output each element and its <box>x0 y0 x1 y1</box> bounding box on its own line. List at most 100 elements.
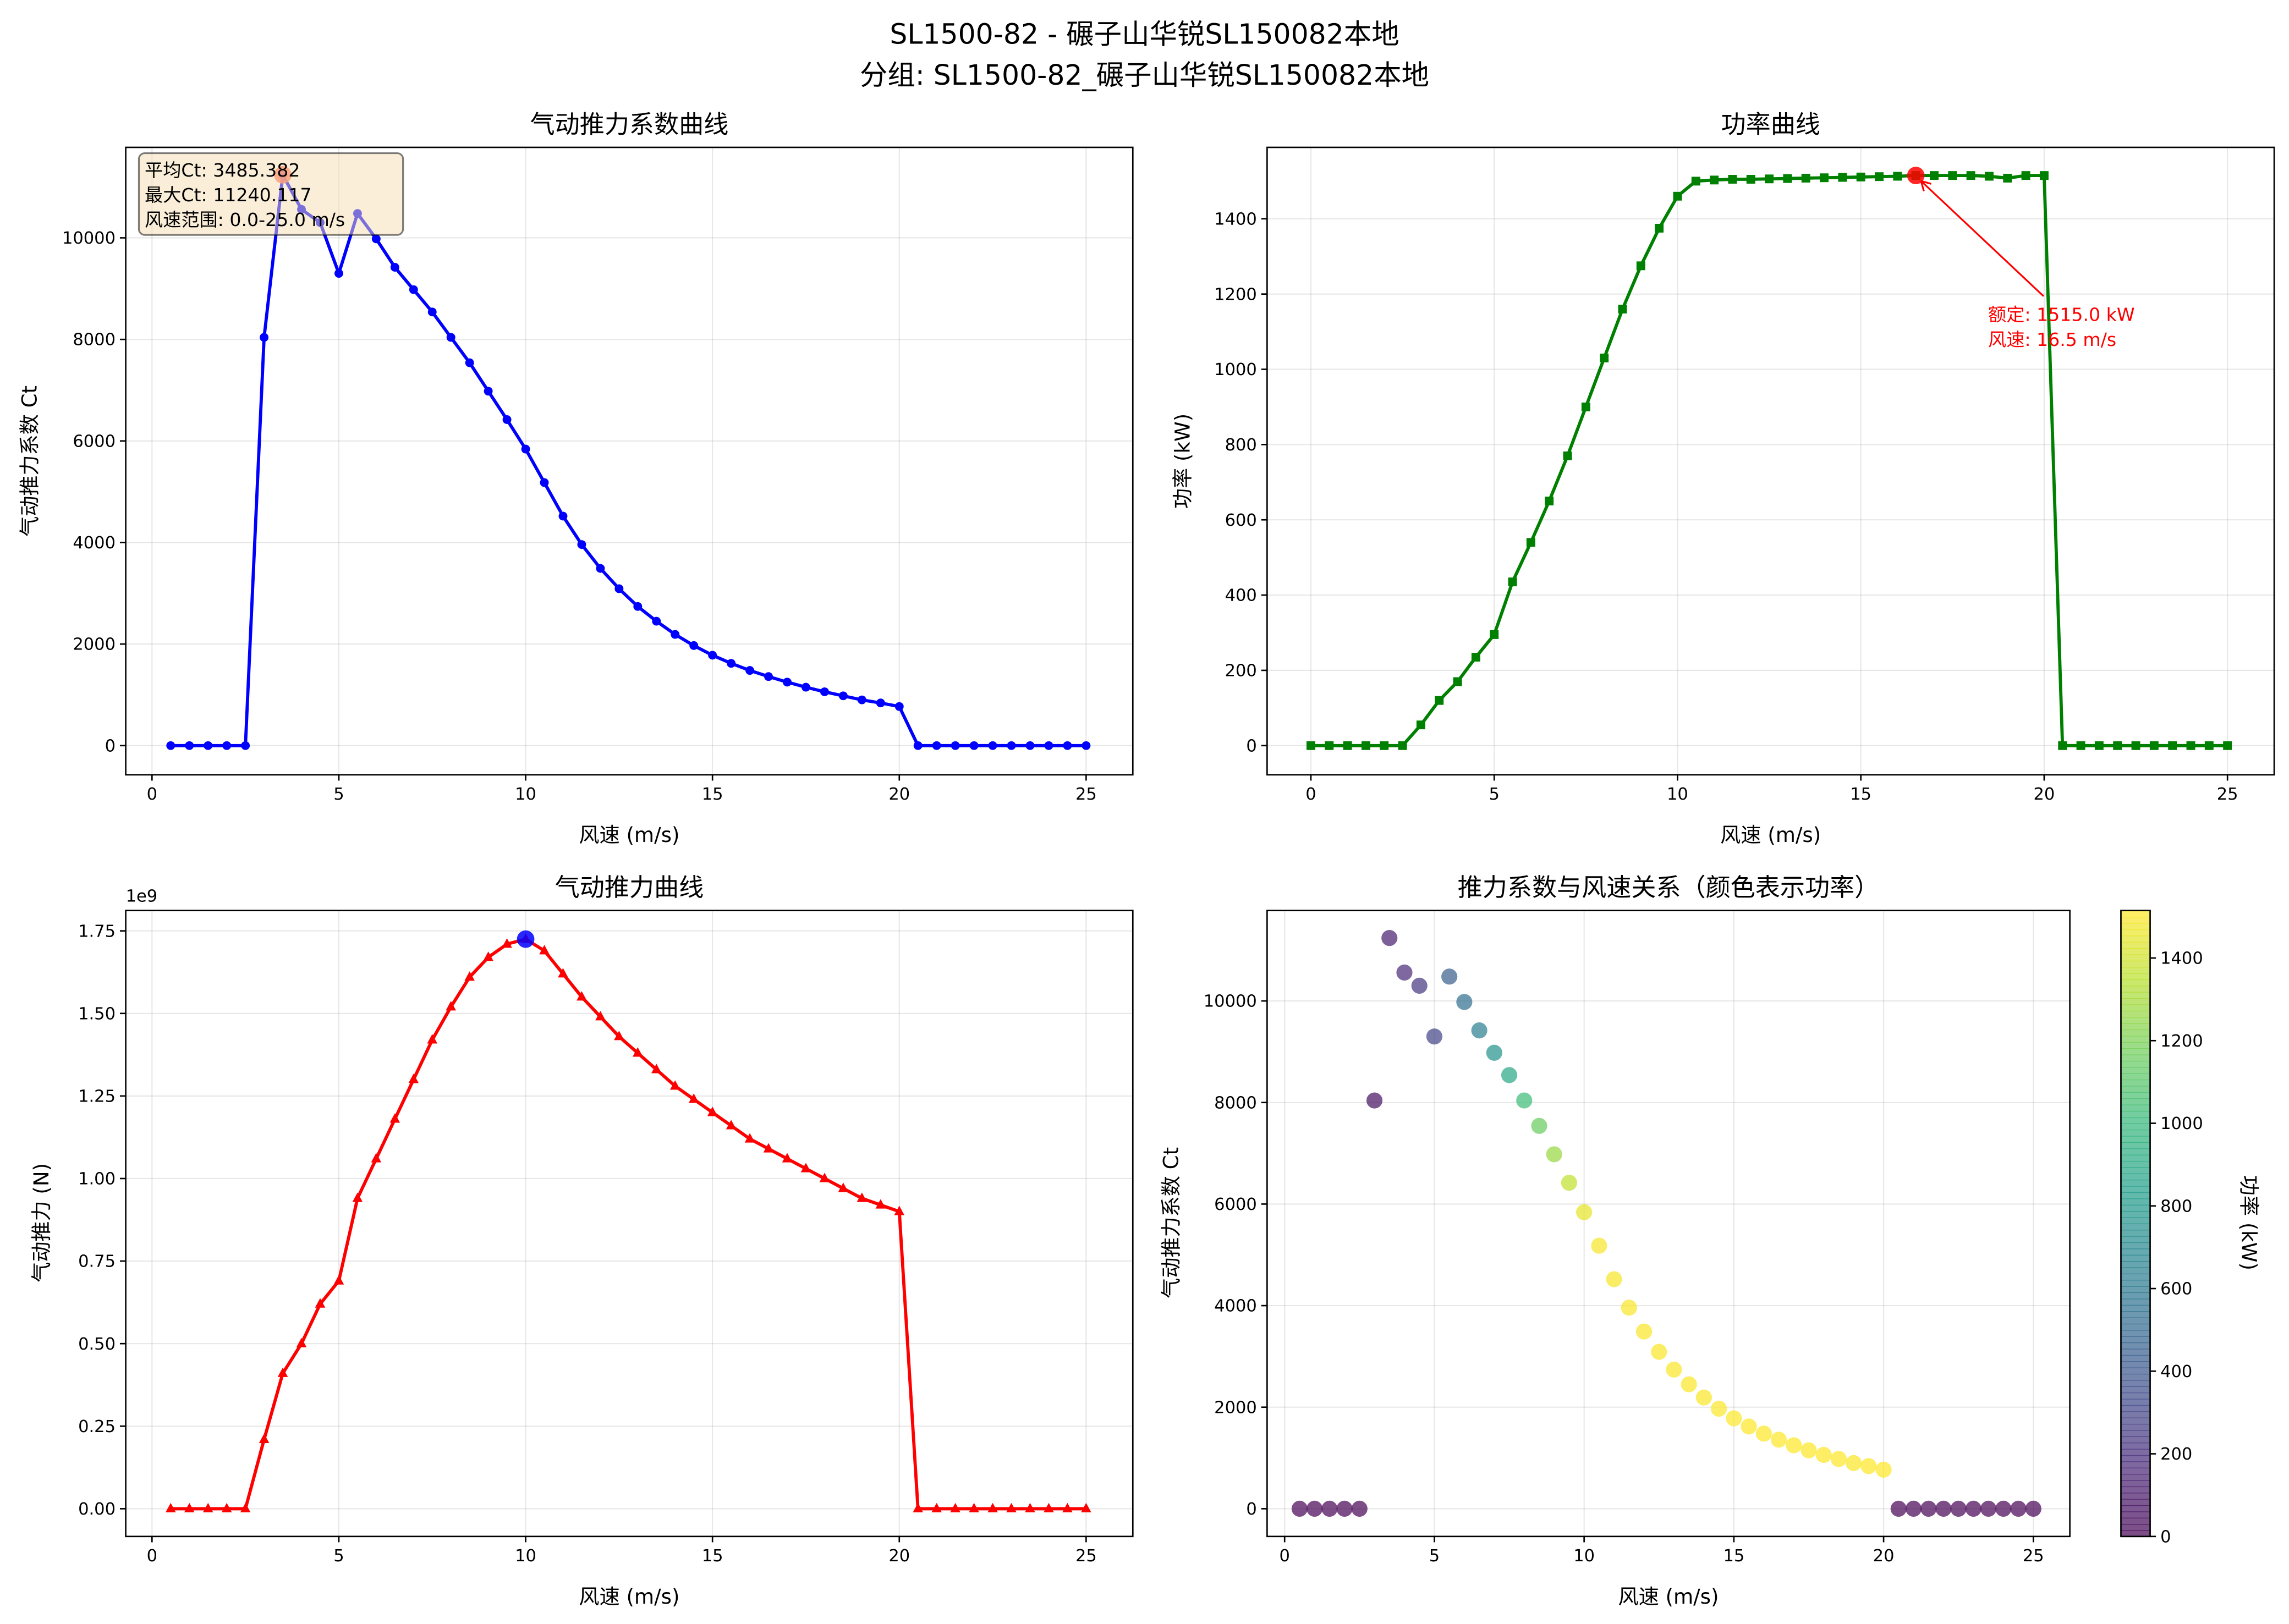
scatter-point <box>1965 1500 1981 1517</box>
colorbar-label: 功率 (kW) <box>2237 1175 2261 1270</box>
scatter-x-tick-label: 20 <box>1873 1546 1895 1566</box>
power-y-tick-label: 0 <box>1246 736 1256 756</box>
thrust-point <box>296 1337 307 1347</box>
power-point <box>1875 172 1884 181</box>
scatter-chart-xlabel: 风速 (m/s) <box>1618 1585 1719 1609</box>
power-point <box>1545 497 1554 505</box>
thrust-point <box>763 1143 774 1153</box>
colorbar-segment <box>2121 1298 2150 1306</box>
power-point <box>2076 741 2085 750</box>
thrust-x-tick-label: 10 <box>515 1546 536 1566</box>
power-point <box>1893 172 1902 181</box>
power-point <box>1655 223 1664 233</box>
ct-point <box>260 333 269 342</box>
thrust-y-tick-label: 0.50 <box>78 1335 116 1354</box>
colorbar-segment <box>2121 1443 2150 1450</box>
power-point <box>2003 173 2012 183</box>
ct-point <box>1025 741 1035 750</box>
colorbar-segment <box>2121 1467 2150 1475</box>
colorbar-segment <box>2121 1254 2150 1262</box>
scatter-point <box>1606 1271 1622 1287</box>
power-point <box>1435 696 1444 705</box>
thrust-y-tick-label: 0.25 <box>78 1417 116 1436</box>
ct-x-tick-label: 0 <box>147 785 157 804</box>
colorbar-segment <box>2121 1430 2150 1438</box>
colorbar-segment <box>2121 1067 2150 1074</box>
power-point <box>2039 171 2049 180</box>
ct-chart-xlabel: 风速 (m/s) <box>579 823 679 847</box>
colorbar-segment <box>2121 1455 2150 1462</box>
thrust-point <box>1081 1502 1091 1513</box>
ct-point <box>521 444 530 454</box>
ct-chart-ylabel: 气动推力系数 Ct <box>18 386 42 537</box>
ct-point <box>540 478 549 487</box>
colorbar-segment <box>2121 1017 2150 1024</box>
colorbar-tick-label: 200 <box>2160 1445 2192 1464</box>
power-x-tick-label: 5 <box>1489 785 1500 804</box>
scatter-point <box>1351 1500 1368 1517</box>
scatter-point <box>1396 964 1413 981</box>
ct-point <box>689 641 699 650</box>
colorbar-segment <box>2121 979 2150 987</box>
thrust-point <box>389 1113 400 1123</box>
colorbar-segment <box>2121 1499 2150 1506</box>
thrust-point <box>614 1031 624 1041</box>
scatter-point <box>1307 1500 1323 1517</box>
scatter-point <box>1830 1451 1847 1467</box>
colorbar-segment <box>2121 916 2150 924</box>
scatter-point <box>1531 1117 1547 1134</box>
power-point <box>1710 175 1719 185</box>
thrust-point <box>1006 1502 1017 1513</box>
power-point <box>1783 174 1792 183</box>
ct-chart: 0 5 10 15 20 25 0 2000 4000 6000 8000 10000 <box>62 146 1134 804</box>
colorbar-segment <box>2121 1167 2150 1174</box>
ct-point <box>857 695 866 704</box>
ct-point <box>409 285 418 294</box>
colorbar-segment <box>2121 1317 2150 1325</box>
thrust-point <box>707 1106 718 1116</box>
thrust-point <box>539 945 550 955</box>
colorbar-segment <box>2121 1160 2150 1168</box>
power-point <box>1307 741 1315 750</box>
colorbar-segment <box>2121 1010 2150 1018</box>
scatter-series <box>1291 930 2041 1517</box>
colorbar-segment <box>2121 1273 2150 1281</box>
power-point <box>1490 630 1499 639</box>
scatter-point <box>1875 1461 1892 1478</box>
thrust-y-tick-label: 1.50 <box>78 1004 116 1023</box>
thrust-point <box>819 1172 830 1182</box>
power-point <box>1765 174 1774 184</box>
thrust-point <box>1044 1502 1054 1513</box>
scatter-point <box>1486 1044 1502 1061</box>
power-y-tick-label: 1200 <box>1214 285 1257 304</box>
colorbar-segment <box>2121 1142 2150 1149</box>
scatter-point <box>1995 1500 2012 1517</box>
colorbar-segment <box>2121 935 2150 943</box>
power-x-tick-label: 15 <box>1850 785 1871 804</box>
colorbar: 0 200 400 600 800 1000 1200 1400 <box>2120 910 2203 1546</box>
thrust-y-tick-label: 0.00 <box>78 1500 116 1519</box>
scatter-point <box>1890 1500 1907 1517</box>
scatter-point <box>1905 1500 1922 1517</box>
scatter-point <box>1366 1092 1383 1109</box>
scatter-point <box>1426 1028 1443 1045</box>
colorbar-segment <box>2121 1073 2150 1081</box>
thrust-axes-frame <box>125 910 1134 1538</box>
power-point <box>2021 171 2030 180</box>
colorbar-segment <box>2121 1230 2150 1237</box>
power-point <box>1581 402 1590 411</box>
colorbar-tick-label: 400 <box>2160 1362 2192 1381</box>
scatter-x-tick-label: 25 <box>2023 1546 2044 1566</box>
ct-point <box>969 741 979 750</box>
ct-x-tick-label: 25 <box>1075 785 1097 804</box>
power-point <box>2204 741 2214 750</box>
colorbar-tick-label: 1400 <box>2160 949 2203 968</box>
thrust-point <box>427 1034 438 1044</box>
power-point <box>1966 171 1975 180</box>
power-point <box>1691 177 1700 186</box>
thrust-point <box>669 1080 680 1090</box>
colorbar-tick-label: 600 <box>2160 1280 2192 1299</box>
ct-point <box>222 741 232 750</box>
thrust-point <box>558 968 568 978</box>
